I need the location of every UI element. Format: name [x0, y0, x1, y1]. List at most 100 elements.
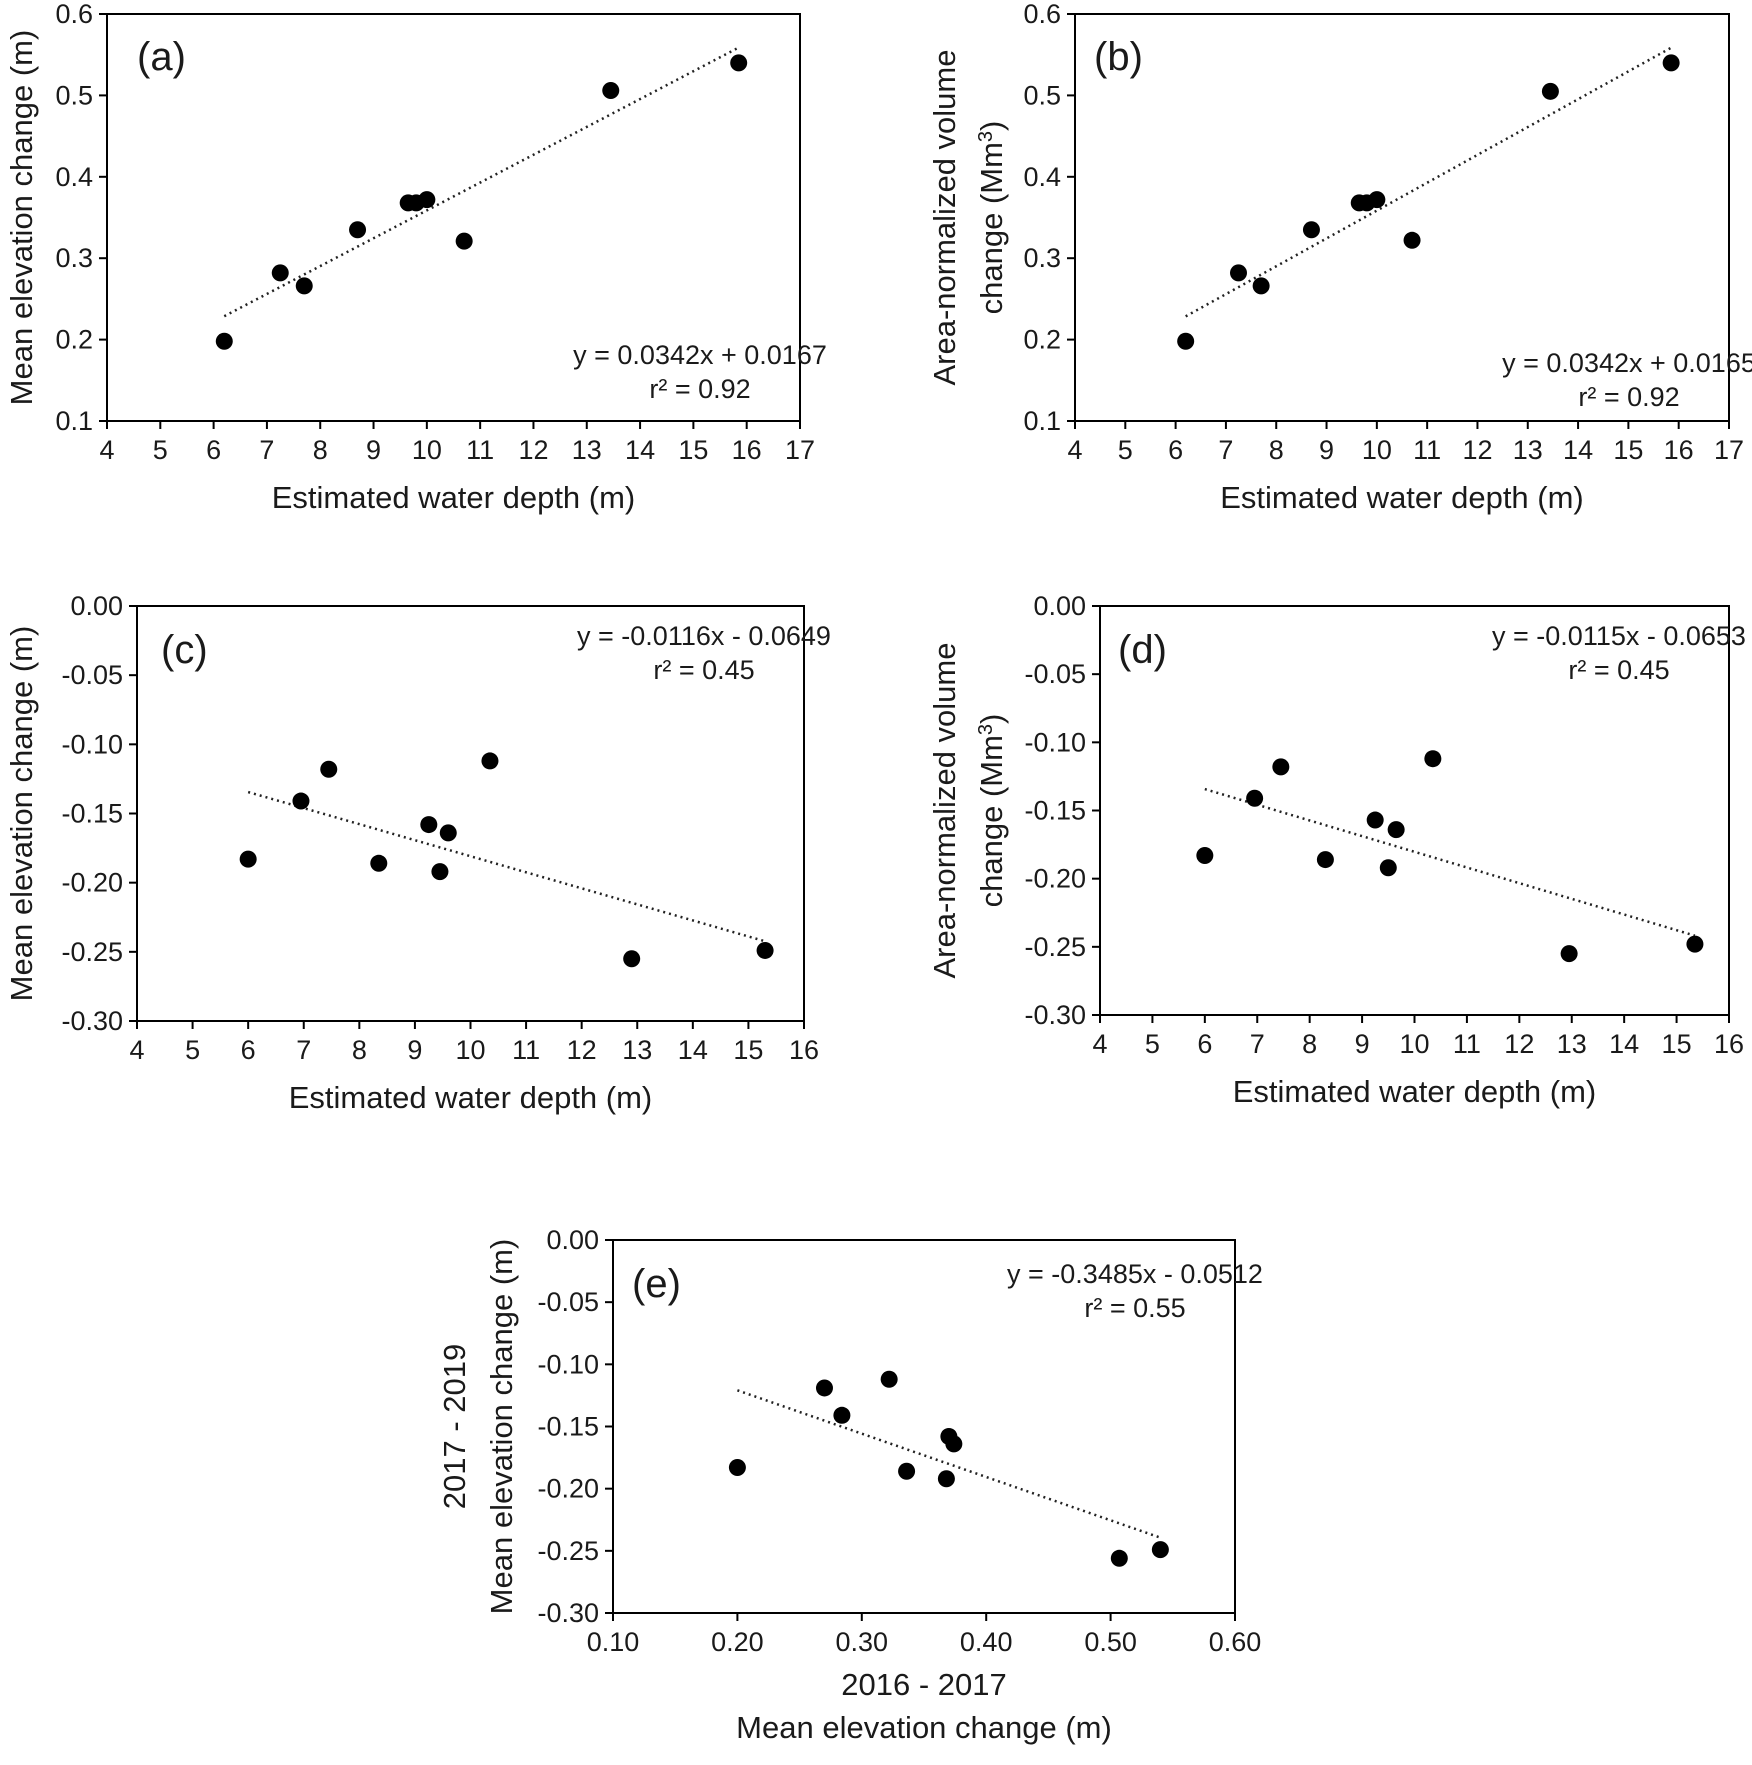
x-tick-label: 9 — [407, 1035, 422, 1065]
data-point — [320, 760, 338, 778]
y-axis-label: change (Mm3) — [974, 121, 1009, 315]
x-tick-label: 0.20 — [711, 1627, 764, 1657]
data-point — [295, 277, 313, 295]
x-tick-label: 10 — [412, 435, 442, 465]
r-squared: r² = 0.92 — [1578, 382, 1679, 412]
data-point — [880, 1370, 898, 1388]
x-tick-label: 10 — [455, 1035, 485, 1065]
chart-panel-d: 4 5 6 7 8 9 10 11 12 13 14 15 16 -0.30 -0.25 -0.20 -0.15… — [927, 591, 1746, 1109]
x-tick-label: 12 — [1504, 1029, 1534, 1059]
panel-label: (c) — [161, 628, 208, 672]
y-tick-label: -0.10 — [537, 1349, 599, 1379]
data-point — [1686, 935, 1704, 953]
panel-label: (e) — [632, 1262, 681, 1306]
data-point — [1151, 1541, 1169, 1559]
y-tick-label: 0.00 — [70, 591, 123, 621]
trendline — [736, 1389, 1161, 1539]
y-axis-label: 2017 - 2019 — [437, 1344, 472, 1509]
trendline — [247, 790, 766, 943]
y-tick-label: -0.05 — [61, 660, 123, 690]
data-point — [756, 941, 774, 959]
chart-panel-a: 4 5 6 7 8 9 10 11 12 13 14 15 16 17 0.1 0.2 0.3 0.4 0.5 0.6… — [4, 0, 827, 515]
data-point — [1379, 859, 1397, 877]
x-tick-label: 16 — [732, 435, 762, 465]
x-tick-label: 13 — [622, 1035, 652, 1065]
panel-label: (a) — [137, 35, 186, 79]
y-axis-label: Area-normalized volume — [927, 50, 962, 386]
y-tick-label: -0.20 — [1024, 864, 1086, 894]
x-tick-label: 0.50 — [1084, 1627, 1137, 1657]
data-point — [945, 1435, 963, 1453]
data-point — [1541, 82, 1559, 100]
data-point — [481, 752, 499, 770]
y-tick-label: 0.5 — [55, 80, 93, 110]
data-point — [1272, 758, 1290, 776]
data-point — [1387, 821, 1405, 839]
trend-equation: y = 0.0342x + 0.0165 — [1502, 348, 1752, 378]
x-tick-label: 6 — [1168, 435, 1183, 465]
y-tick-label: -0.10 — [1024, 727, 1086, 757]
x-tick-label: 13 — [572, 435, 602, 465]
data-point — [1366, 811, 1384, 829]
y-tick-label: 0.6 — [1023, 0, 1061, 29]
data-point — [833, 1406, 851, 1424]
x-tick-label: 8 — [1269, 435, 1284, 465]
x-tick-label: 10 — [1399, 1029, 1429, 1059]
x-axis-label: Estimated water depth (m) — [272, 480, 636, 515]
trend-equation: y = -0.0116x - 0.0649 — [577, 621, 831, 651]
r-squared: r² = 0.92 — [649, 374, 750, 404]
data-point — [1246, 789, 1264, 807]
x-tick-label: 15 — [1613, 435, 1643, 465]
x-tick-label: 9 — [1355, 1029, 1370, 1059]
data-point — [418, 191, 436, 209]
y-tick-label: -0.25 — [537, 1536, 599, 1566]
x-tick-label: 15 — [1662, 1029, 1692, 1059]
r-squared: r² = 0.55 — [1084, 1293, 1185, 1323]
x-tick-label: 4 — [99, 435, 114, 465]
x-tick-label: 12 — [1462, 435, 1492, 465]
x-tick-label: 4 — [1092, 1029, 1107, 1059]
y-tick-label: 0.4 — [1023, 162, 1061, 192]
y-tick-label: -0.05 — [1024, 659, 1086, 689]
data-point — [1424, 750, 1442, 768]
y-tick-label: -0.30 — [1024, 1000, 1086, 1030]
y-tick-label: 0.3 — [55, 243, 93, 273]
y-tick-label: 0.6 — [55, 0, 93, 29]
data-point — [937, 1470, 955, 1488]
trend-equation: y = -0.0115x - 0.0653 — [1492, 621, 1746, 651]
x-tick-label: 11 — [1413, 435, 1441, 465]
y-tick-label: 0.2 — [1023, 325, 1061, 355]
data-point — [1662, 54, 1680, 72]
x-axis-label: 2016 - 2017 — [841, 1667, 1006, 1702]
data-point — [370, 854, 388, 872]
data-point — [623, 950, 641, 968]
x-tick-label: 12 — [518, 435, 548, 465]
y-tick-label: 0.3 — [1023, 243, 1061, 273]
y-tick-label: -0.05 — [537, 1287, 599, 1317]
y-tick-label: -0.25 — [61, 937, 123, 967]
x-tick-label: 11 — [1453, 1029, 1481, 1059]
data-point — [1302, 221, 1320, 239]
x-tick-label: 0.10 — [587, 1627, 640, 1657]
x-axis-label: Mean elevation change (m) — [736, 1710, 1112, 1745]
x-tick-label: 7 — [1218, 435, 1233, 465]
data-point — [1230, 264, 1247, 282]
y-tick-label: 0.4 — [55, 162, 93, 192]
x-tick-label: 16 — [789, 1035, 819, 1065]
x-tick-label: 11 — [466, 435, 494, 465]
x-tick-label: 4 — [129, 1035, 144, 1065]
x-tick-label: 17 — [1714, 435, 1744, 465]
x-tick-label: 9 — [366, 435, 381, 465]
x-axis-label: Estimated water depth (m) — [1220, 480, 1584, 515]
data-point — [455, 232, 473, 250]
x-tick-label: 15 — [678, 435, 708, 465]
y-tick-label: 0.1 — [55, 406, 93, 436]
x-tick-label: 4 — [1067, 435, 1082, 465]
x-tick-label: 17 — [785, 435, 815, 465]
data-point — [439, 824, 457, 842]
data-point — [431, 863, 449, 881]
y-tick-label: 0.5 — [1023, 80, 1061, 110]
x-tick-label: 14 — [625, 435, 655, 465]
data-point — [239, 850, 257, 868]
